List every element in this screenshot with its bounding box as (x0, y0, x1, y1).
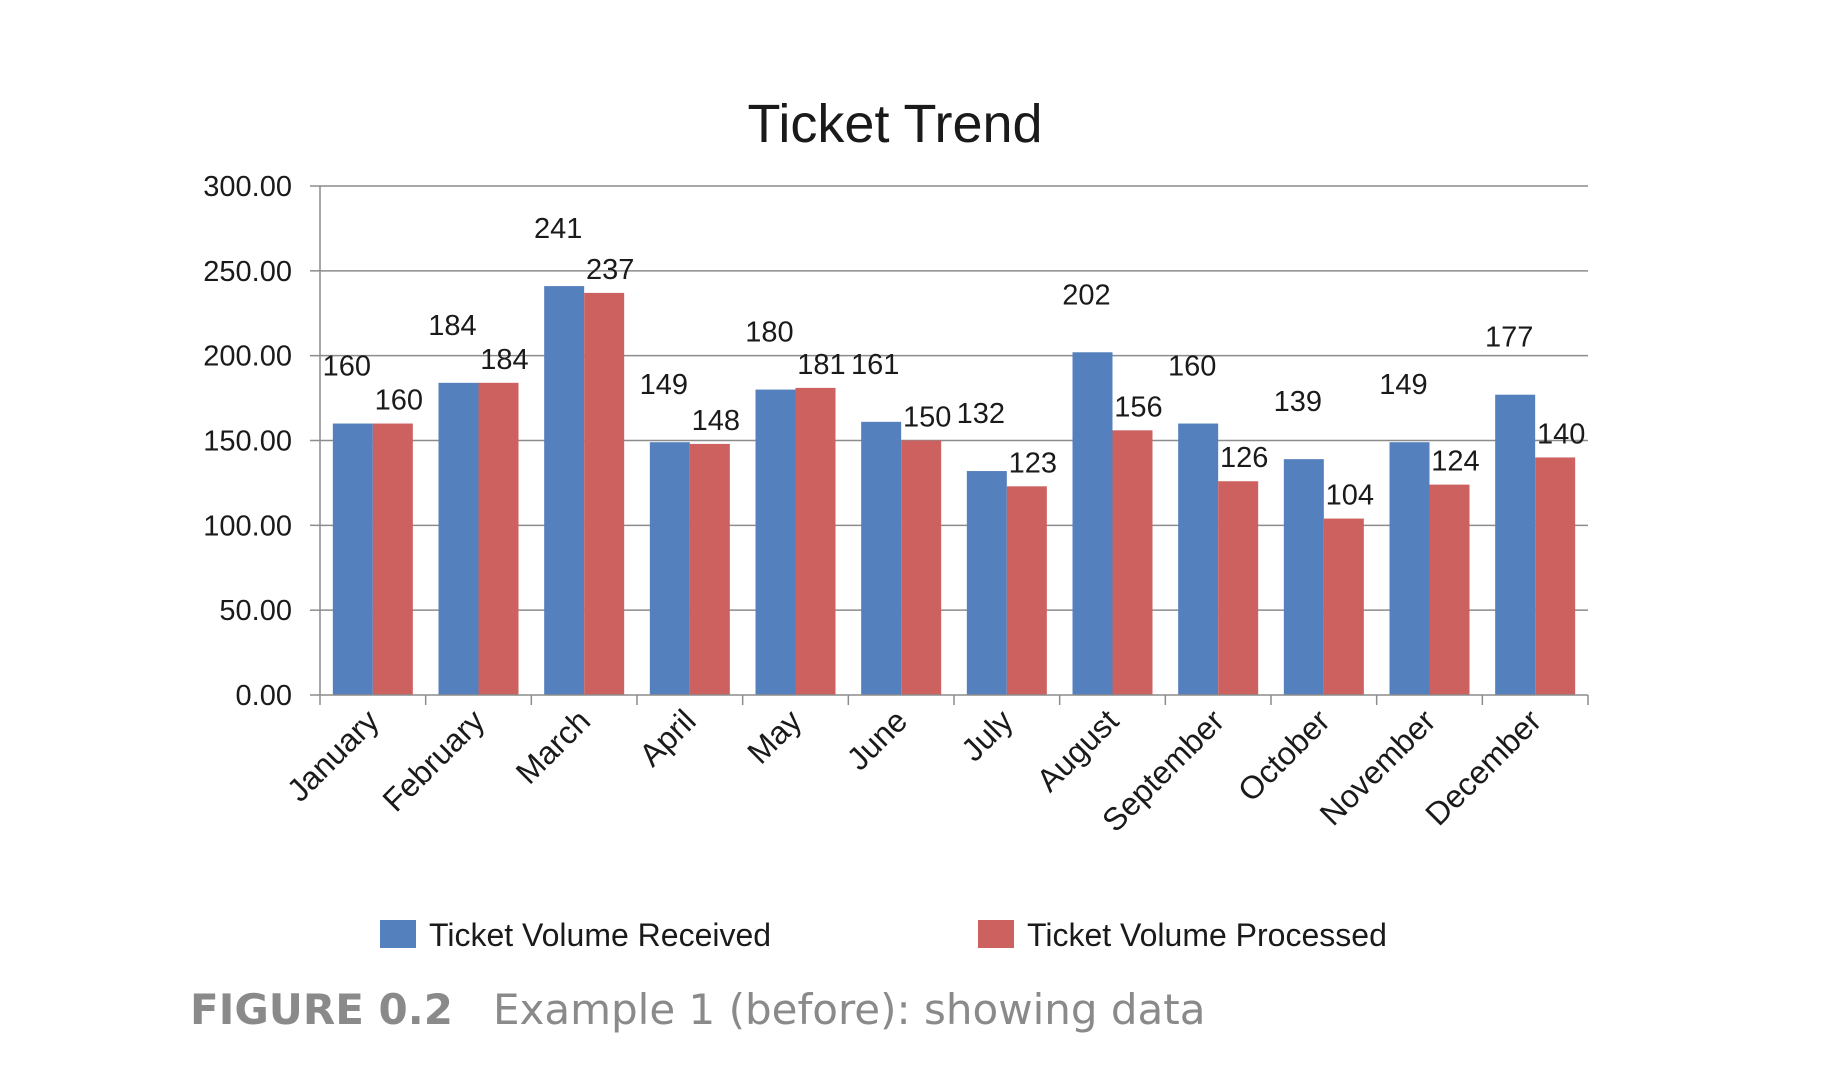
bar-processed-august (1112, 430, 1153, 695)
data-label: 180 (745, 317, 793, 349)
bar-received-march (544, 286, 585, 695)
bar-received-may (755, 389, 796, 695)
x-tick-label: March (509, 702, 597, 790)
data-label: 184 (428, 310, 476, 342)
y-tick-label: 200.00 (203, 341, 292, 373)
bar-processed-february (478, 382, 519, 695)
data-label: 140 (1537, 418, 1585, 450)
data-label: 160 (323, 351, 371, 383)
figure-caption-text: Example 1 (before): showing data (492, 985, 1206, 1034)
x-tick-label: June (840, 702, 915, 777)
data-label: 149 (1379, 369, 1427, 401)
x-tick-label: July (954, 702, 1020, 768)
y-tick-label: 100.00 (203, 510, 292, 542)
bars (332, 286, 1576, 695)
bar-processed-january (372, 423, 413, 695)
x-tick-label: January (280, 702, 386, 808)
bar-processed-september (1218, 481, 1259, 695)
y-tick-label: 50.00 (219, 595, 292, 627)
gridlines (320, 185, 1588, 611)
bar-processed-march (584, 292, 625, 695)
data-label: 150 (903, 402, 951, 434)
legend-swatch-received (380, 920, 416, 948)
legend-label-received: Ticket Volume Received (429, 917, 771, 953)
data-label: 177 (1485, 322, 1533, 354)
bar-processed-april (689, 443, 730, 695)
data-label: 161 (851, 349, 899, 381)
bar-received-august (1072, 352, 1113, 695)
bar-processed-october (1323, 518, 1364, 695)
x-tick-label: May (740, 702, 808, 770)
data-label: 123 (1009, 447, 1057, 479)
x-tick-label: August (1030, 702, 1126, 798)
x-tick-label: February (375, 702, 491, 818)
data-label: 104 (1326, 480, 1374, 512)
bar-received-december (1495, 394, 1536, 695)
data-label: 184 (480, 344, 528, 376)
data-label: 156 (1114, 391, 1162, 423)
data-label: 149 (640, 369, 688, 401)
bar-processed-november (1429, 484, 1470, 695)
bar-processed-december (1535, 457, 1576, 695)
x-tick-label: April (632, 702, 703, 773)
y-tick-label: 150.00 (203, 426, 292, 458)
x-tick-label: October (1231, 702, 1337, 808)
figure-caption: FIGURE 0.2 Example 1 (before): showing da… (190, 985, 1205, 1034)
data-label: 139 (1274, 386, 1322, 418)
y-tick-label: 250.00 (203, 256, 292, 288)
legend: Ticket Volume Received Ticket Volume Proc… (380, 917, 1387, 953)
bar-processed-july (1006, 486, 1047, 695)
data-label: 160 (375, 385, 423, 417)
data-label: 126 (1220, 442, 1268, 474)
y-tick-label: 300.00 (203, 171, 292, 203)
bar-processed-june (901, 440, 942, 695)
bar-received-october (1283, 459, 1324, 695)
bar-received-july (966, 471, 1007, 695)
data-label: 124 (1431, 446, 1479, 478)
bar-received-april (649, 442, 690, 695)
bar-received-june (861, 421, 902, 695)
bar-received-november (1389, 442, 1430, 695)
legend-label-processed: Ticket Volume Processed (1027, 917, 1387, 953)
data-label: 160 (1168, 351, 1216, 383)
data-label: 181 (797, 349, 845, 381)
figure-label: FIGURE 0.2 (190, 985, 453, 1034)
data-label: 148 (692, 405, 740, 437)
bar-received-february (438, 382, 479, 695)
chart-title: Ticket Trend (747, 94, 1042, 154)
bar-processed-may (795, 387, 836, 695)
data-label: 241 (534, 213, 582, 245)
legend-swatch-processed (978, 920, 1014, 948)
data-label: 202 (1062, 279, 1110, 311)
bar-received-september (1178, 423, 1219, 695)
y-tick-label: 0.00 (236, 680, 292, 712)
data-label: 132 (957, 398, 1005, 430)
x-tick-label: December (1418, 702, 1548, 832)
data-label: 237 (586, 254, 634, 286)
bar-received-january (332, 423, 373, 695)
